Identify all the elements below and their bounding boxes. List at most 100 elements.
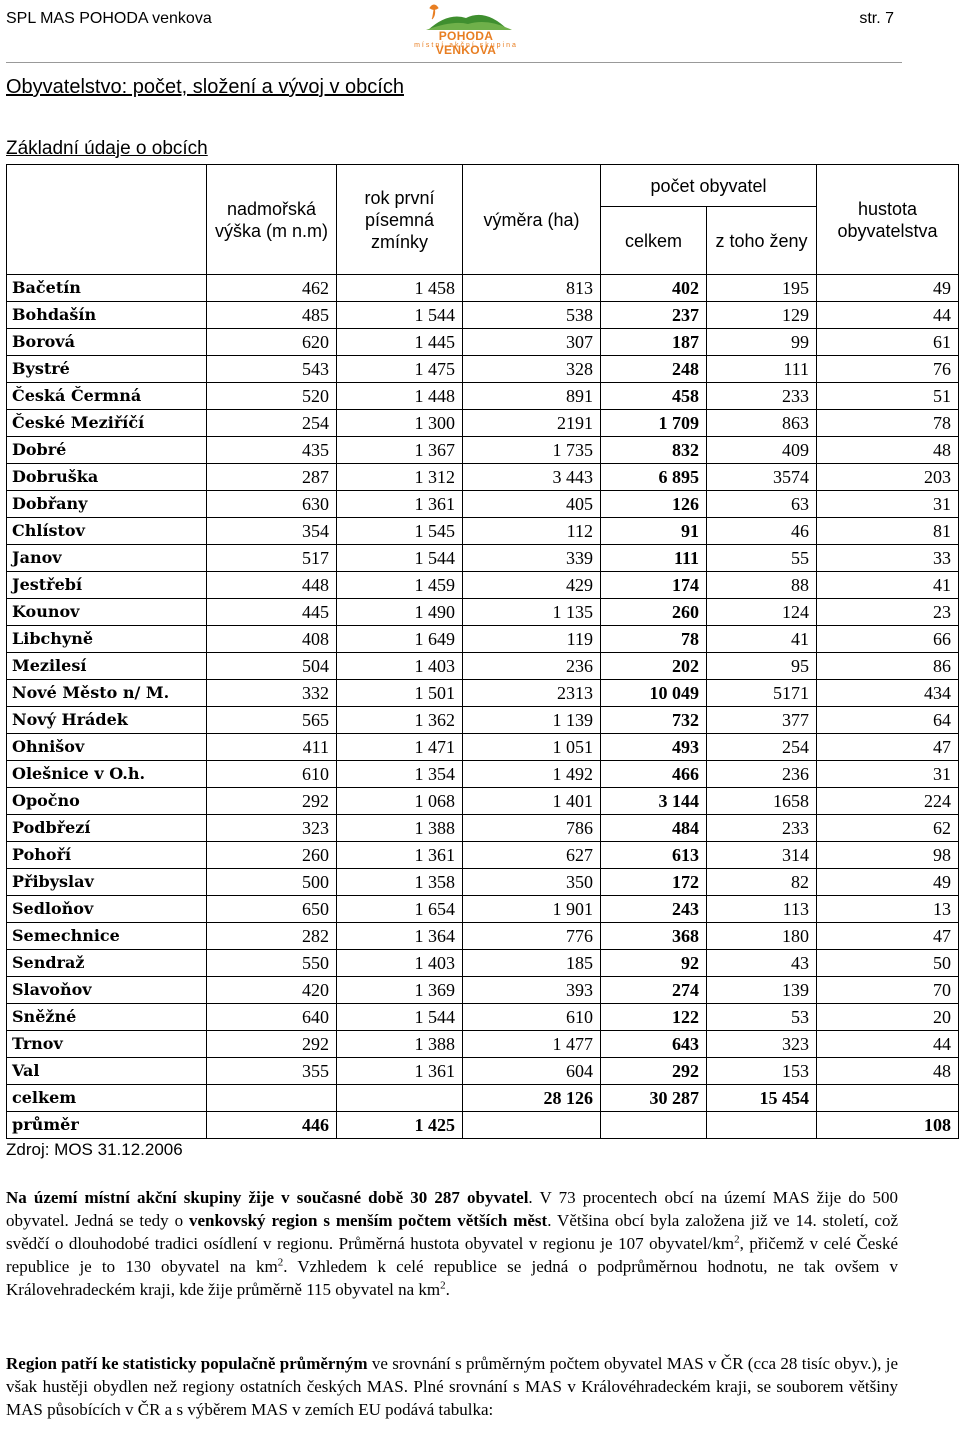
table-row: Dobré 435 1 367 1 735 832 409 48 xyxy=(6,436,959,464)
table-row: Bačetín 462 1 458 813 402 195 49 xyxy=(6,274,959,302)
municipality-name: Pohoří xyxy=(6,841,207,869)
cell-density: 41 xyxy=(816,571,959,599)
cell-year: 1 649 xyxy=(336,625,463,653)
header-total: celkem xyxy=(600,206,707,275)
cell-year: 1 475 xyxy=(336,355,463,383)
cell-density: 47 xyxy=(816,922,959,950)
cell-area: 891 xyxy=(462,382,601,410)
municipality-name: Semechnice xyxy=(6,922,207,950)
table-row: Pohoří 260 1 361 627 613 314 98 xyxy=(6,841,959,869)
cell-women: 233 xyxy=(706,814,817,842)
cell-density: 44 xyxy=(816,301,959,329)
table-row: Sedloňov 650 1 654 1 901 243 113 13 xyxy=(6,895,959,923)
table-row: Podbřezí 323 1 388 786 484 233 62 xyxy=(6,814,959,842)
pohoda-venkova-logo: POHODA VENKOVA místní akční skupina xyxy=(408,2,524,57)
municipality-name: průměr xyxy=(6,1111,207,1139)
cell-total: 6 895 xyxy=(600,463,707,491)
cell-area: 1 051 xyxy=(462,733,601,761)
cell-density: 48 xyxy=(816,436,959,464)
cell-alt: 650 xyxy=(206,895,337,923)
logo-hills-icon xyxy=(426,4,512,30)
cell-women: 1658 xyxy=(706,787,817,815)
municipality-name: Kounov xyxy=(6,598,207,626)
cell-density: 23 xyxy=(816,598,959,626)
cell-area: 328 xyxy=(462,355,601,383)
table-row: Bystré 543 1 475 328 248 111 76 xyxy=(6,355,959,383)
cell-alt: 420 xyxy=(206,976,337,1004)
municipality-name: Dobré xyxy=(6,436,207,464)
municipalities-table: nadmořská výška (m n.m) rok první písemn… xyxy=(6,164,959,1139)
cell-year: 1 369 xyxy=(336,976,463,1004)
cell-year: 1 544 xyxy=(336,544,463,572)
cell-area: 1 139 xyxy=(462,706,601,734)
table-row: Kounov 445 1 490 1 135 260 124 23 xyxy=(6,598,959,626)
table-row: Dobřany 630 1 361 405 126 63 31 xyxy=(6,490,959,518)
municipality-name: Podbřezí xyxy=(6,814,207,842)
cell-density: 13 xyxy=(816,895,959,923)
cell-area: 339 xyxy=(462,544,601,572)
municipality-name: Janov xyxy=(6,544,207,572)
cell-area: 350 xyxy=(462,868,601,896)
cell-year: 1 403 xyxy=(336,652,463,680)
cell-density: 78 xyxy=(816,409,959,437)
logo-subtext: místní akční skupina xyxy=(414,42,518,49)
municipality-name: Chlístov xyxy=(6,517,207,545)
cell-total: 458 xyxy=(600,382,707,410)
table-row: Trnov 292 1 388 1 477 643 323 44 xyxy=(6,1030,959,1058)
cell-alt xyxy=(206,1084,337,1112)
cell-area: 627 xyxy=(462,841,601,869)
municipality-name: Sněžné xyxy=(6,1003,207,1031)
municipality-name: Bačetín xyxy=(6,274,207,302)
cell-women: 113 xyxy=(706,895,817,923)
municipality-name: Bohdašín xyxy=(6,301,207,329)
cell-women: 63 xyxy=(706,490,817,518)
cell-year xyxy=(336,1084,463,1112)
cell-alt: 630 xyxy=(206,490,337,518)
cell-area: 813 xyxy=(462,274,601,302)
cell-women: 863 xyxy=(706,409,817,437)
municipality-name: Trnov xyxy=(6,1030,207,1058)
cell-total: 292 xyxy=(600,1057,707,1085)
cell-total: 172 xyxy=(600,868,707,896)
header-density: hustota obyvatelstva xyxy=(816,164,959,275)
cell-women: 139 xyxy=(706,976,817,1004)
cell-total: 1 709 xyxy=(600,409,707,437)
cell-year: 1 445 xyxy=(336,328,463,356)
cell-year: 1 545 xyxy=(336,517,463,545)
cell-year: 1 654 xyxy=(336,895,463,923)
cell-area: 1 901 xyxy=(462,895,601,923)
header-altitude: nadmořská výška (m n.m) xyxy=(206,164,337,275)
cell-year: 1 403 xyxy=(336,949,463,977)
cell-density: 61 xyxy=(816,328,959,356)
cell-year: 1 068 xyxy=(336,787,463,815)
cell-density: 20 xyxy=(816,1003,959,1031)
cell-total: 187 xyxy=(600,328,707,356)
cell-density: 203 xyxy=(816,463,959,491)
municipality-name: Olešnice v O.h. xyxy=(6,760,207,788)
cell-alt: 543 xyxy=(206,355,337,383)
cell-area: 236 xyxy=(462,652,601,680)
municipality-name: celkem xyxy=(6,1084,207,1112)
municipality-name: Val xyxy=(6,1057,207,1085)
cell-area: 2313 xyxy=(462,679,601,707)
cell-year: 1 458 xyxy=(336,274,463,302)
para2-text-2: ve srovnání s průměrným počtem obyvatel … xyxy=(6,1354,898,1419)
cell-women: 95 xyxy=(706,652,817,680)
table-row: Mezilesí 504 1 403 236 202 95 86 xyxy=(6,652,959,680)
para1-bold-3: venkovský region s menším počtem větších… xyxy=(189,1211,548,1230)
cell-area: 3 443 xyxy=(462,463,601,491)
cell-women: 99 xyxy=(706,328,817,356)
cell-alt: 408 xyxy=(206,625,337,653)
cell-alt: 260 xyxy=(206,841,337,869)
cell-density: 70 xyxy=(816,976,959,1004)
municipality-name: Bystré xyxy=(6,355,207,383)
cell-density: 51 xyxy=(816,382,959,410)
cell-total: 78 xyxy=(600,625,707,653)
cell-density: 50 xyxy=(816,949,959,977)
cell-density: 434 xyxy=(816,679,959,707)
table-body: Bačetín 462 1 458 813 402 195 49 Bohdašín 48 5 1 5… xyxy=(6,274,959,1139)
para1-text-6: . Vzhledem k celé republice se jedná o p… xyxy=(6,1257,898,1299)
cell-alt: 254 xyxy=(206,409,337,437)
cell-area: 393 xyxy=(462,976,601,1004)
cell-women: 55 xyxy=(706,544,817,572)
